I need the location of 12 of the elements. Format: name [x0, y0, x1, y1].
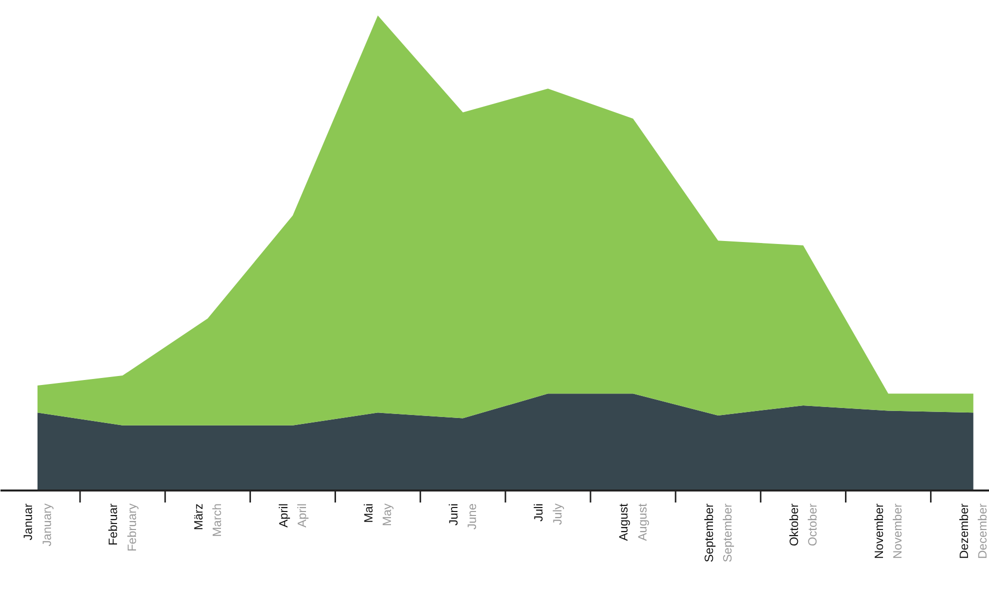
category-label: August August [616, 504, 650, 541]
category-label: März March [191, 503, 224, 537]
category-label: Dezember December [956, 503, 989, 559]
category-label: Juli July [532, 503, 564, 525]
category-label: September September [702, 503, 734, 562]
category-label: April April [276, 503, 310, 528]
category-label: November November [872, 503, 905, 559]
category-label: Februar February [106, 503, 139, 552]
category-label: Juni June [446, 503, 480, 530]
category-label: Mai May [361, 503, 394, 526]
category-label: Oktober October [786, 504, 820, 546]
category-label: Januar January [21, 503, 54, 546]
